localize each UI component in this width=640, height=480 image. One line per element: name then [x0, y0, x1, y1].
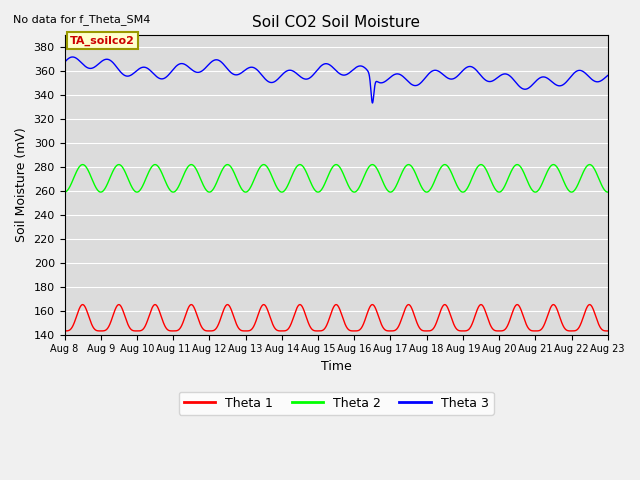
Text: TA_soilco2: TA_soilco2	[70, 36, 135, 46]
Text: No data for f_Theta_SM4: No data for f_Theta_SM4	[13, 14, 150, 25]
Y-axis label: Soil Moisture (mV): Soil Moisture (mV)	[15, 128, 28, 242]
Legend: Theta 1, Theta 2, Theta 3: Theta 1, Theta 2, Theta 3	[179, 392, 493, 415]
Title: Soil CO2 Soil Moisture: Soil CO2 Soil Moisture	[252, 15, 420, 30]
X-axis label: Time: Time	[321, 360, 351, 373]
